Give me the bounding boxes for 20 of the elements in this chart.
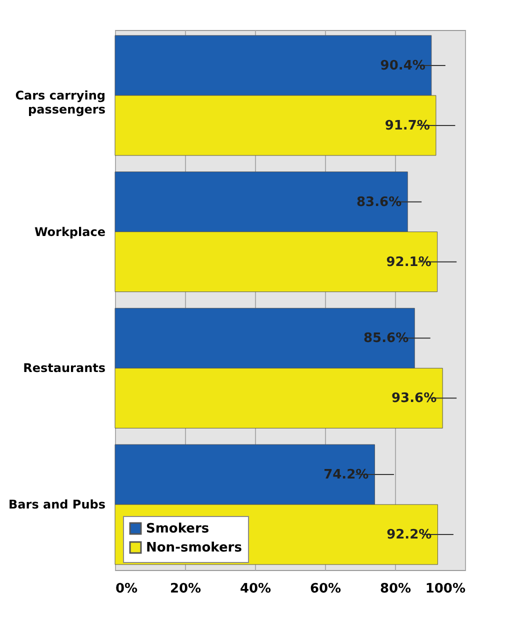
data-label: 92.2% xyxy=(386,528,432,543)
data-label: 91.7% xyxy=(384,118,430,134)
x-tick-label: 0% xyxy=(116,582,138,596)
legend-label: Non-smokers xyxy=(146,540,242,556)
y-tick-label: Bars and Pubs xyxy=(8,498,106,512)
legend-label: Smokers xyxy=(146,522,210,536)
x-tick-label: 40% xyxy=(240,582,272,596)
y-tick-label: Restaurants xyxy=(23,361,106,376)
x-tick-label: 80% xyxy=(380,582,412,596)
data-label: 74.2% xyxy=(324,468,369,483)
x-tick-label: 20% xyxy=(170,582,202,596)
y-tick-label: Cars carrying passengers xyxy=(15,88,106,116)
data-label: 90.4% xyxy=(380,58,426,74)
x-tick-label: 60% xyxy=(310,582,342,596)
x-tick-label: 100% xyxy=(425,582,466,596)
data-label: 92.1% xyxy=(386,254,432,270)
y-tick-label: Workplace xyxy=(34,224,106,239)
data-label: 85.6% xyxy=(363,331,409,346)
data-label: 93.6% xyxy=(391,391,437,406)
data-label: 83.6% xyxy=(356,194,402,210)
